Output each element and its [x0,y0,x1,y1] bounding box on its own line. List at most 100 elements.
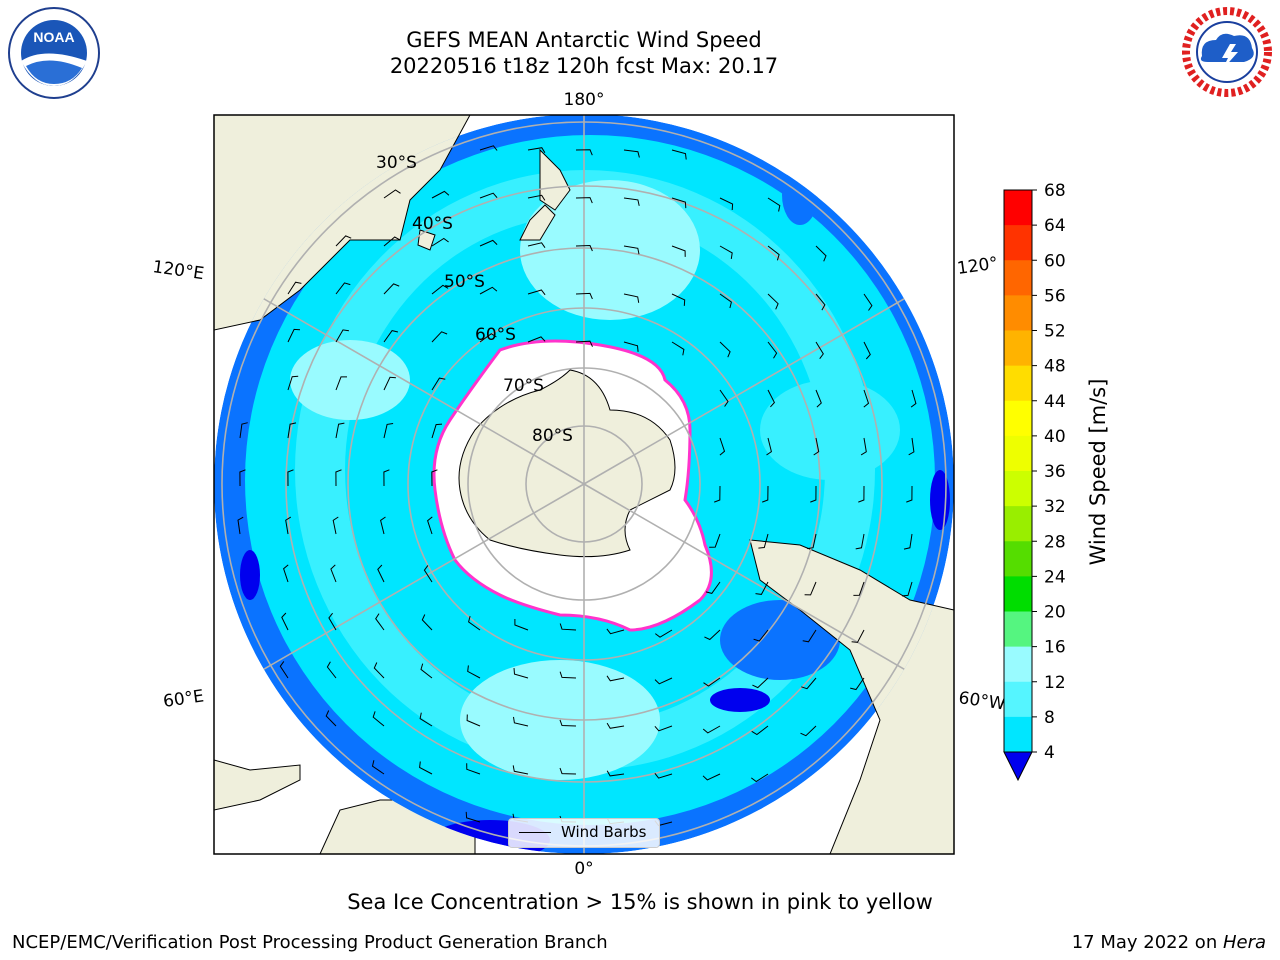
colorbar-tick-label: 20 [1044,603,1066,623]
wind-barb [671,149,687,160]
wind-barb [281,612,289,631]
map-frame [213,114,955,855]
wind-barb [623,149,640,158]
colorbar-tick-label: 56 [1044,286,1066,306]
wind-barb [801,677,817,690]
wind-barb [719,437,726,456]
colorbar-segment [1004,400,1032,437]
wind-barb [377,564,385,583]
wind-barb [479,239,498,247]
wind-barb [431,423,443,439]
wind-barb [427,516,433,535]
wind-barb [326,661,337,679]
wind-barb [855,533,865,550]
wind-barb [802,629,817,643]
wind-barb [751,725,769,736]
sea-ice-antarctica [432,339,713,632]
wind-barbs-legend: Wind Barbs [508,818,660,848]
wind-barb [287,422,297,439]
footer-host: Hera [1222,932,1266,953]
wind-barb [466,763,481,775]
wind-barb [863,341,871,360]
wind-barb [335,282,351,295]
colorbar-segment [1004,225,1032,261]
lon-label-60e: 60°E [162,686,205,711]
wind-barb [330,564,337,583]
wind-barb [719,389,729,407]
footer-date-text: 17 May 2022 on [1071,932,1223,953]
wind-barb [421,614,433,631]
wind-barb [813,437,820,456]
wind-barb [371,760,385,775]
wind-barb [858,485,865,503]
wind-barb [527,147,546,154]
wind-barb [654,725,673,732]
lat-label-40s: 40°S [412,214,453,234]
wind-barb [479,145,498,151]
wind-barb [752,677,769,689]
wind-barb [383,283,400,295]
wind-barb [853,581,865,596]
colorbar-segment [1004,716,1032,753]
wind-barb [431,284,449,295]
wind-barb [719,197,734,211]
wind-barb [383,423,394,439]
wind-barb [383,189,401,199]
colorbar-segment [1004,506,1032,542]
wind-barbs [237,145,917,827]
wind-barb [287,375,299,391]
chart-title: GEFS MEAN Antarctic Wind Speed [406,28,762,52]
wind-barb [719,293,732,309]
wind-barb [623,245,640,255]
wind-barb [512,765,529,775]
wind-barb [335,376,347,391]
wind-barb [431,190,450,199]
wind-barb [279,661,289,679]
wind-barb [479,333,497,343]
wind-barb [431,237,449,247]
colorbar-tick-label: 36 [1044,462,1066,482]
wind-barb [606,722,625,729]
wind-barb [383,330,399,343]
wind-barb [860,437,867,456]
wind-barb [383,376,396,391]
wind-barb [767,293,779,310]
wind-barb [575,292,593,300]
wind-barb [755,581,769,595]
wind-barb [906,485,913,503]
wind-barb [285,516,292,535]
wind-barb [514,619,529,631]
wind-barb [671,197,687,209]
wind-barb [335,235,352,247]
wind-barb [807,533,817,550]
wind-barb [559,719,577,727]
footer-date: 17 May 2022 on Hera [1072,932,1266,953]
wind-barb [766,437,772,456]
lat-label-60s: 60°S [475,325,516,345]
wind-barb [373,662,385,679]
colorbar: 68 64 60 56 52 48 44 40 36 32 28 24 20 16 12 8 4 [1003,181,1066,782]
wind-barb [239,469,246,487]
wind-barb [466,714,481,727]
wind-barb [767,197,781,212]
wind-barb [709,533,721,548]
lat-label-50s: 50°S [444,272,485,292]
colorbar-tick-label: 60 [1044,251,1066,271]
colorbar-extend-arrow [1003,751,1033,782]
wind-barb [383,236,401,247]
wind-barb [719,245,733,259]
wind-barb [559,671,577,679]
wind-barb [239,422,248,439]
wind-barb [419,761,433,775]
wind-barb [908,437,915,456]
wind-barb [287,328,301,343]
wind-barb [559,623,577,631]
wind-barb [762,485,769,503]
colorbar-tick-label: 40 [1044,427,1066,447]
wind-barb [420,663,433,679]
wind-barb [714,485,721,503]
wind-barb [575,340,593,347]
colorbar-tick-label: 16 [1044,638,1066,658]
wind-barb [479,286,498,295]
wind-barb [335,329,349,343]
